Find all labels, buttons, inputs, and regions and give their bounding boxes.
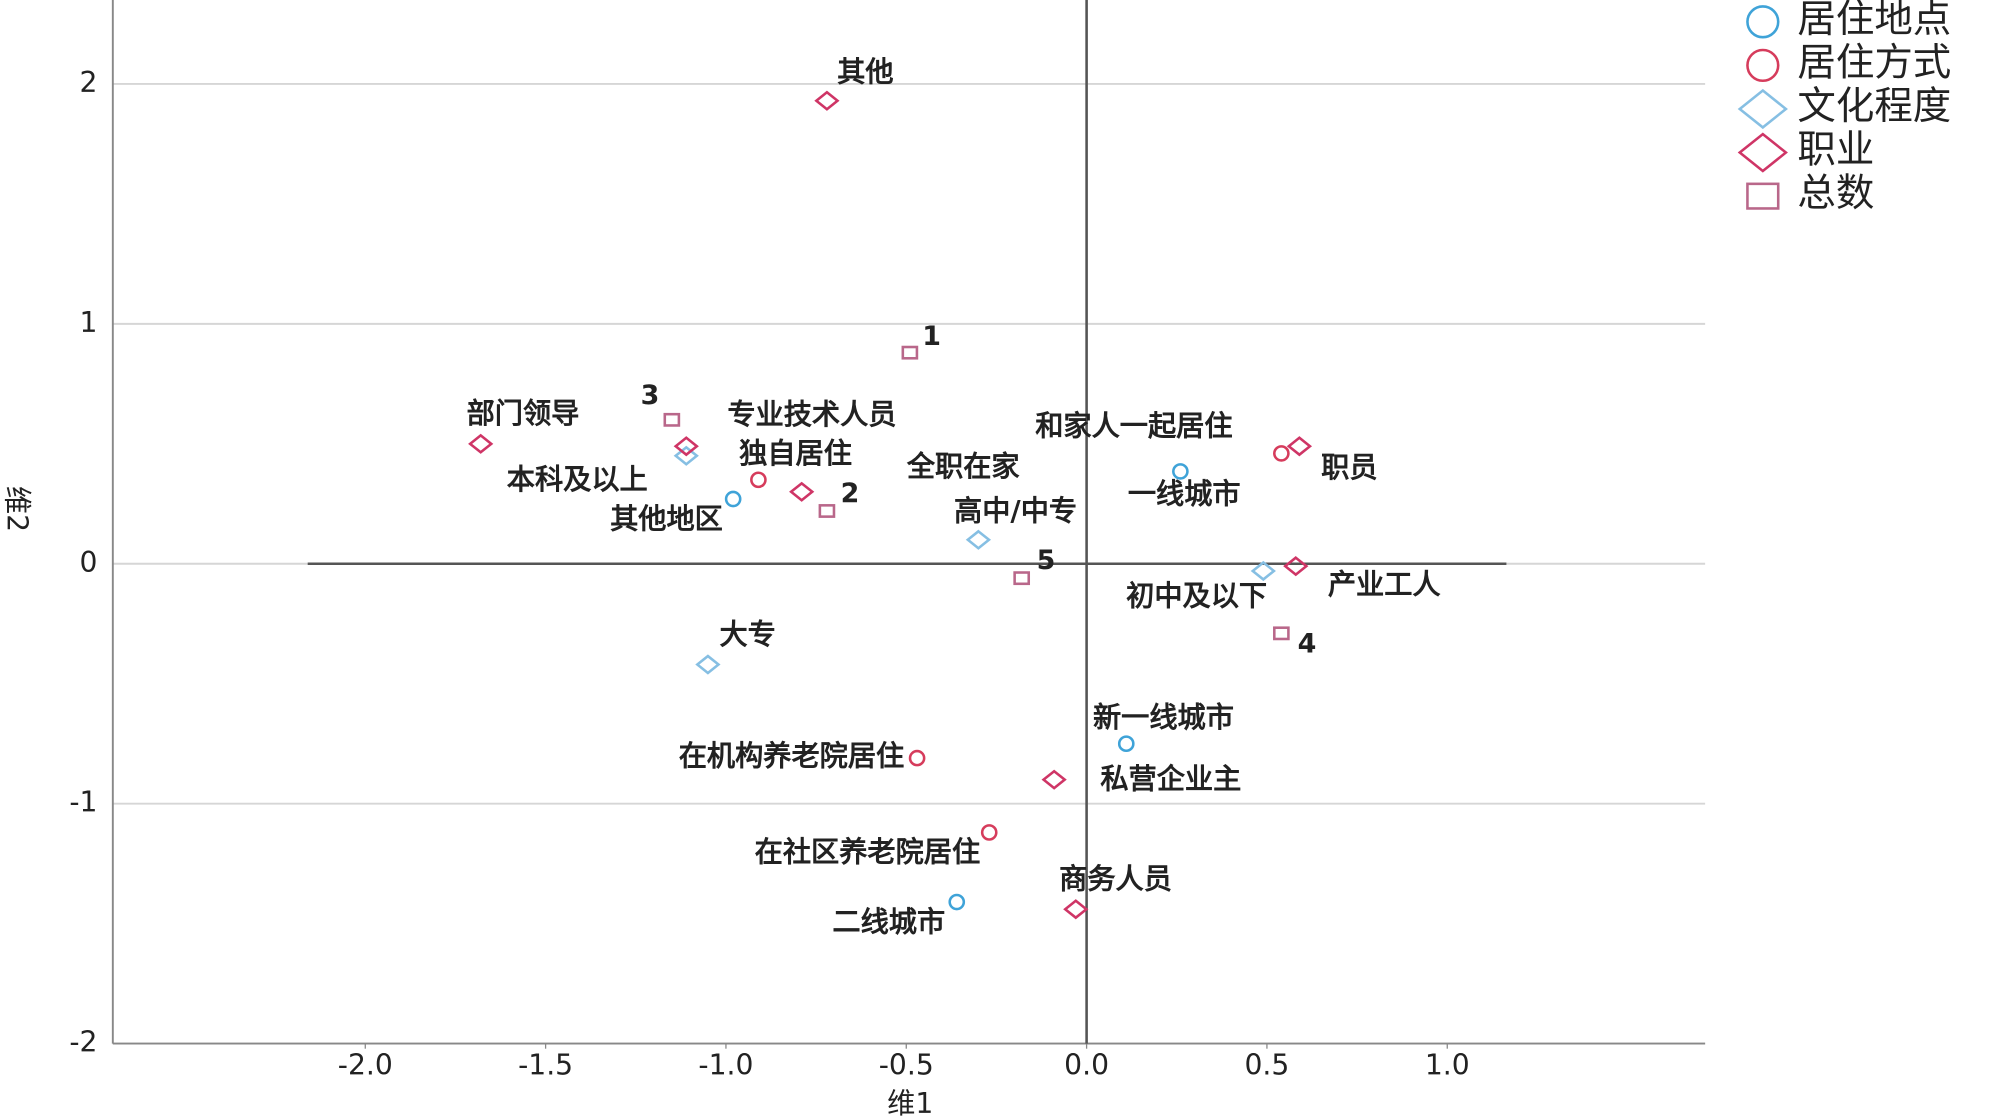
- point-label: 在社区养老院居住: [755, 836, 981, 869]
- point: [1286, 436, 1313, 457]
- point-label: 初中及以下: [1126, 579, 1267, 612]
- point-label: 其他地区: [610, 502, 723, 535]
- point-label: 二线城市: [832, 905, 945, 938]
- point: [1013, 571, 1031, 586]
- y-tick-label: -2: [69, 1026, 97, 1059]
- point-label: 产业工人: [1328, 568, 1442, 601]
- x-tick-label: 1.0: [1425, 1049, 1470, 1082]
- point: [1273, 445, 1290, 462]
- x-tick-label: 0.5: [1245, 1049, 1290, 1082]
- legend-label: 居住地点: [1797, 0, 1951, 42]
- x-tick-label: 0.0: [1064, 1049, 1109, 1082]
- point-label: 4: [1298, 628, 1317, 659]
- point: [750, 471, 767, 489]
- y-tick-label: 0: [79, 546, 97, 579]
- point: [673, 445, 699, 466]
- point-label: 其他: [837, 55, 893, 88]
- x-axis-title: 维1: [887, 1087, 933, 1116]
- point-label: 新一线城市: [1093, 701, 1234, 734]
- point-label: 全职在家: [906, 450, 1021, 483]
- point: [673, 436, 699, 457]
- point-label: 5: [1037, 545, 1056, 576]
- point: [1117, 735, 1135, 753]
- point-label: 3: [641, 380, 660, 411]
- legend-marker: [1737, 132, 1788, 173]
- point: [1273, 626, 1290, 641]
- point: [789, 481, 815, 502]
- point-label: 专业技术人员: [727, 398, 896, 431]
- legend-marker: [1737, 88, 1788, 130]
- point: [1172, 463, 1189, 480]
- point-label: 高中/中专: [954, 494, 1077, 527]
- point-label: 私营企业主: [1100, 762, 1241, 795]
- legend-label: 文化程度: [1797, 84, 1951, 129]
- y-axis-title: 维2: [0, 486, 33, 532]
- point: [1063, 899, 1089, 920]
- point: [818, 504, 836, 518]
- legend-label: 居住方式: [1797, 40, 1951, 85]
- point: [468, 433, 494, 454]
- point: [1250, 560, 1276, 582]
- point-label: 独自居住: [739, 437, 852, 470]
- point: [695, 654, 721, 675]
- legend-label: 职业: [1797, 128, 1874, 173]
- point: [965, 529, 992, 550]
- point: [1283, 556, 1309, 577]
- x-tick-label: -0.5: [879, 1049, 934, 1082]
- x-tick-label: -2.0: [338, 1049, 393, 1082]
- point: [948, 893, 966, 911]
- legend-marker: [1746, 182, 1780, 210]
- point-label: 一线城市: [1128, 477, 1241, 510]
- y-tick-label: 2: [79, 66, 97, 99]
- point-label: 2: [841, 478, 860, 509]
- x-tick-label: -1.5: [518, 1049, 573, 1082]
- point: [908, 749, 926, 767]
- legend-marker: [1746, 5, 1780, 39]
- y-tick-label: -1: [69, 786, 97, 819]
- legend-marker: [1746, 48, 1780, 83]
- point-label: 和家人一起居住: [1035, 409, 1232, 442]
- point-label: 本科及以上: [507, 463, 648, 496]
- point-label: 1: [922, 321, 941, 352]
- point: [1041, 769, 1067, 790]
- point-label: 部门领导: [467, 397, 580, 430]
- point: [724, 490, 742, 508]
- x-tick-label: -1.0: [698, 1049, 753, 1082]
- point: [663, 412, 681, 427]
- point-label: 在机构养老院居住: [679, 740, 905, 773]
- legend-label: 总数: [1797, 171, 1874, 216]
- point-label: 职员: [1321, 451, 1377, 484]
- point: [814, 90, 840, 111]
- point: [901, 345, 919, 360]
- y-tick-label: 1: [79, 306, 97, 339]
- point: [980, 824, 998, 841]
- point-label: 商务人员: [1059, 863, 1172, 896]
- point-label: 大专: [719, 618, 775, 651]
